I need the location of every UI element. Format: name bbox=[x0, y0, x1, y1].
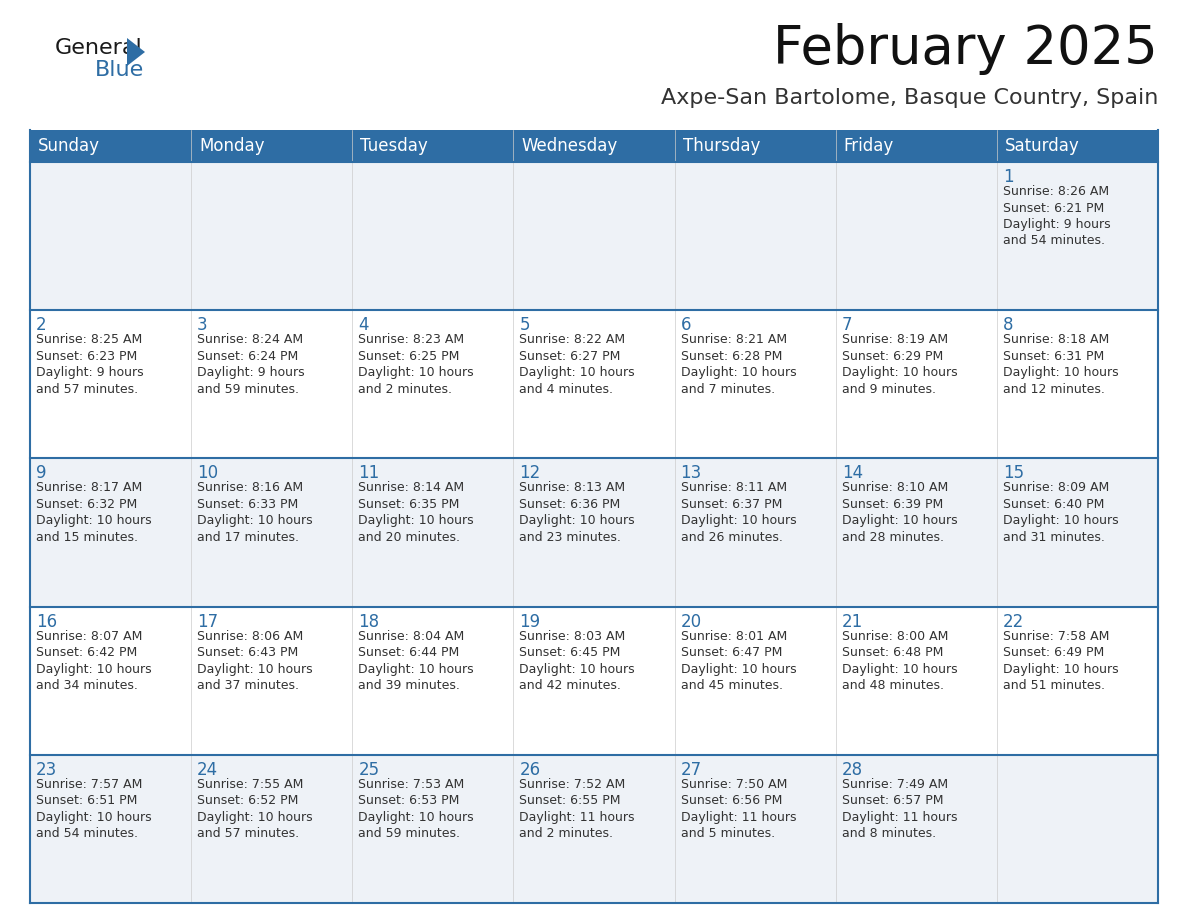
Text: 19: 19 bbox=[519, 612, 541, 631]
Bar bbox=[30, 162, 1158, 310]
Text: 12: 12 bbox=[519, 465, 541, 482]
Text: 25: 25 bbox=[359, 761, 379, 778]
Text: 8: 8 bbox=[1003, 316, 1013, 334]
Text: Sunrise: 7:53 AM
Sunset: 6:53 PM
Daylight: 10 hours
and 59 minutes.: Sunrise: 7:53 AM Sunset: 6:53 PM Dayligh… bbox=[359, 778, 474, 840]
Text: February 2025: February 2025 bbox=[773, 23, 1158, 75]
Text: 24: 24 bbox=[197, 761, 219, 778]
Text: Thursday: Thursday bbox=[683, 137, 760, 155]
Text: Sunrise: 8:17 AM
Sunset: 6:32 PM
Daylight: 10 hours
and 15 minutes.: Sunrise: 8:17 AM Sunset: 6:32 PM Dayligh… bbox=[36, 481, 152, 543]
Text: Sunrise: 8:04 AM
Sunset: 6:44 PM
Daylight: 10 hours
and 39 minutes.: Sunrise: 8:04 AM Sunset: 6:44 PM Dayligh… bbox=[359, 630, 474, 692]
Text: 20: 20 bbox=[681, 612, 702, 631]
Text: Sunrise: 7:55 AM
Sunset: 6:52 PM
Daylight: 10 hours
and 57 minutes.: Sunrise: 7:55 AM Sunset: 6:52 PM Dayligh… bbox=[197, 778, 312, 840]
Text: Sunrise: 8:23 AM
Sunset: 6:25 PM
Daylight: 10 hours
and 2 minutes.: Sunrise: 8:23 AM Sunset: 6:25 PM Dayligh… bbox=[359, 333, 474, 396]
Text: 22: 22 bbox=[1003, 612, 1024, 631]
Bar bbox=[30, 607, 1158, 755]
Text: Sunrise: 8:01 AM
Sunset: 6:47 PM
Daylight: 10 hours
and 45 minutes.: Sunrise: 8:01 AM Sunset: 6:47 PM Dayligh… bbox=[681, 630, 796, 692]
Text: 27: 27 bbox=[681, 761, 702, 778]
Text: 11: 11 bbox=[359, 465, 379, 482]
Text: Sunrise: 8:11 AM
Sunset: 6:37 PM
Daylight: 10 hours
and 26 minutes.: Sunrise: 8:11 AM Sunset: 6:37 PM Dayligh… bbox=[681, 481, 796, 543]
Text: 21: 21 bbox=[842, 612, 862, 631]
Text: Sunrise: 8:24 AM
Sunset: 6:24 PM
Daylight: 9 hours
and 59 minutes.: Sunrise: 8:24 AM Sunset: 6:24 PM Dayligh… bbox=[197, 333, 305, 396]
Text: 1: 1 bbox=[1003, 168, 1013, 186]
Text: 18: 18 bbox=[359, 612, 379, 631]
Text: Sunrise: 7:57 AM
Sunset: 6:51 PM
Daylight: 10 hours
and 54 minutes.: Sunrise: 7:57 AM Sunset: 6:51 PM Dayligh… bbox=[36, 778, 152, 840]
Text: Sunrise: 8:25 AM
Sunset: 6:23 PM
Daylight: 9 hours
and 57 minutes.: Sunrise: 8:25 AM Sunset: 6:23 PM Dayligh… bbox=[36, 333, 144, 396]
Text: Sunrise: 7:58 AM
Sunset: 6:49 PM
Daylight: 10 hours
and 51 minutes.: Sunrise: 7:58 AM Sunset: 6:49 PM Dayligh… bbox=[1003, 630, 1118, 692]
Text: Blue: Blue bbox=[95, 60, 144, 80]
Text: Sunday: Sunday bbox=[38, 137, 100, 155]
Text: Sunrise: 8:26 AM
Sunset: 6:21 PM
Daylight: 9 hours
and 54 minutes.: Sunrise: 8:26 AM Sunset: 6:21 PM Dayligh… bbox=[1003, 185, 1111, 248]
Text: Sunrise: 8:10 AM
Sunset: 6:39 PM
Daylight: 10 hours
and 28 minutes.: Sunrise: 8:10 AM Sunset: 6:39 PM Dayligh… bbox=[842, 481, 958, 543]
Text: 23: 23 bbox=[36, 761, 57, 778]
Text: 13: 13 bbox=[681, 465, 702, 482]
Text: Sunrise: 8:16 AM
Sunset: 6:33 PM
Daylight: 10 hours
and 17 minutes.: Sunrise: 8:16 AM Sunset: 6:33 PM Dayligh… bbox=[197, 481, 312, 543]
Text: Sunrise: 8:00 AM
Sunset: 6:48 PM
Daylight: 10 hours
and 48 minutes.: Sunrise: 8:00 AM Sunset: 6:48 PM Dayligh… bbox=[842, 630, 958, 692]
Text: Tuesday: Tuesday bbox=[360, 137, 428, 155]
Bar bbox=[30, 458, 1158, 607]
Text: Sunrise: 7:49 AM
Sunset: 6:57 PM
Daylight: 11 hours
and 8 minutes.: Sunrise: 7:49 AM Sunset: 6:57 PM Dayligh… bbox=[842, 778, 958, 840]
Bar bbox=[30, 755, 1158, 903]
Text: Sunrise: 7:50 AM
Sunset: 6:56 PM
Daylight: 11 hours
and 5 minutes.: Sunrise: 7:50 AM Sunset: 6:56 PM Dayligh… bbox=[681, 778, 796, 840]
Text: Sunrise: 8:18 AM
Sunset: 6:31 PM
Daylight: 10 hours
and 12 minutes.: Sunrise: 8:18 AM Sunset: 6:31 PM Dayligh… bbox=[1003, 333, 1118, 396]
Text: 2: 2 bbox=[36, 316, 46, 334]
Text: 17: 17 bbox=[197, 612, 219, 631]
Text: 4: 4 bbox=[359, 316, 368, 334]
Text: Sunrise: 8:21 AM
Sunset: 6:28 PM
Daylight: 10 hours
and 7 minutes.: Sunrise: 8:21 AM Sunset: 6:28 PM Dayligh… bbox=[681, 333, 796, 396]
Text: Sunrise: 7:52 AM
Sunset: 6:55 PM
Daylight: 11 hours
and 2 minutes.: Sunrise: 7:52 AM Sunset: 6:55 PM Dayligh… bbox=[519, 778, 634, 840]
Text: Wednesday: Wednesday bbox=[522, 137, 618, 155]
Text: Sunrise: 8:06 AM
Sunset: 6:43 PM
Daylight: 10 hours
and 37 minutes.: Sunrise: 8:06 AM Sunset: 6:43 PM Dayligh… bbox=[197, 630, 312, 692]
Text: Sunrise: 8:03 AM
Sunset: 6:45 PM
Daylight: 10 hours
and 42 minutes.: Sunrise: 8:03 AM Sunset: 6:45 PM Dayligh… bbox=[519, 630, 636, 692]
Text: Sunrise: 8:13 AM
Sunset: 6:36 PM
Daylight: 10 hours
and 23 minutes.: Sunrise: 8:13 AM Sunset: 6:36 PM Dayligh… bbox=[519, 481, 636, 543]
Text: General: General bbox=[55, 38, 143, 58]
Text: Sunrise: 8:09 AM
Sunset: 6:40 PM
Daylight: 10 hours
and 31 minutes.: Sunrise: 8:09 AM Sunset: 6:40 PM Dayligh… bbox=[1003, 481, 1118, 543]
Text: 15: 15 bbox=[1003, 465, 1024, 482]
Text: 16: 16 bbox=[36, 612, 57, 631]
Text: 14: 14 bbox=[842, 465, 862, 482]
Text: 7: 7 bbox=[842, 316, 852, 334]
Text: Sunrise: 8:22 AM
Sunset: 6:27 PM
Daylight: 10 hours
and 4 minutes.: Sunrise: 8:22 AM Sunset: 6:27 PM Dayligh… bbox=[519, 333, 636, 396]
Text: Sunrise: 8:14 AM
Sunset: 6:35 PM
Daylight: 10 hours
and 20 minutes.: Sunrise: 8:14 AM Sunset: 6:35 PM Dayligh… bbox=[359, 481, 474, 543]
Text: 10: 10 bbox=[197, 465, 219, 482]
Bar bbox=[30, 310, 1158, 458]
Text: 26: 26 bbox=[519, 761, 541, 778]
Text: 5: 5 bbox=[519, 316, 530, 334]
Text: Sunrise: 8:07 AM
Sunset: 6:42 PM
Daylight: 10 hours
and 34 minutes.: Sunrise: 8:07 AM Sunset: 6:42 PM Dayligh… bbox=[36, 630, 152, 692]
Text: 6: 6 bbox=[681, 316, 691, 334]
Text: Monday: Monday bbox=[200, 137, 265, 155]
Text: 28: 28 bbox=[842, 761, 862, 778]
Text: Saturday: Saturday bbox=[1005, 137, 1080, 155]
Text: Axpe-San Bartolome, Basque Country, Spain: Axpe-San Bartolome, Basque Country, Spai… bbox=[661, 88, 1158, 108]
Text: Sunrise: 8:19 AM
Sunset: 6:29 PM
Daylight: 10 hours
and 9 minutes.: Sunrise: 8:19 AM Sunset: 6:29 PM Dayligh… bbox=[842, 333, 958, 396]
Text: 9: 9 bbox=[36, 465, 46, 482]
Bar bbox=[30, 130, 1158, 162]
Text: Friday: Friday bbox=[843, 137, 893, 155]
Polygon shape bbox=[127, 38, 145, 66]
Text: 3: 3 bbox=[197, 316, 208, 334]
